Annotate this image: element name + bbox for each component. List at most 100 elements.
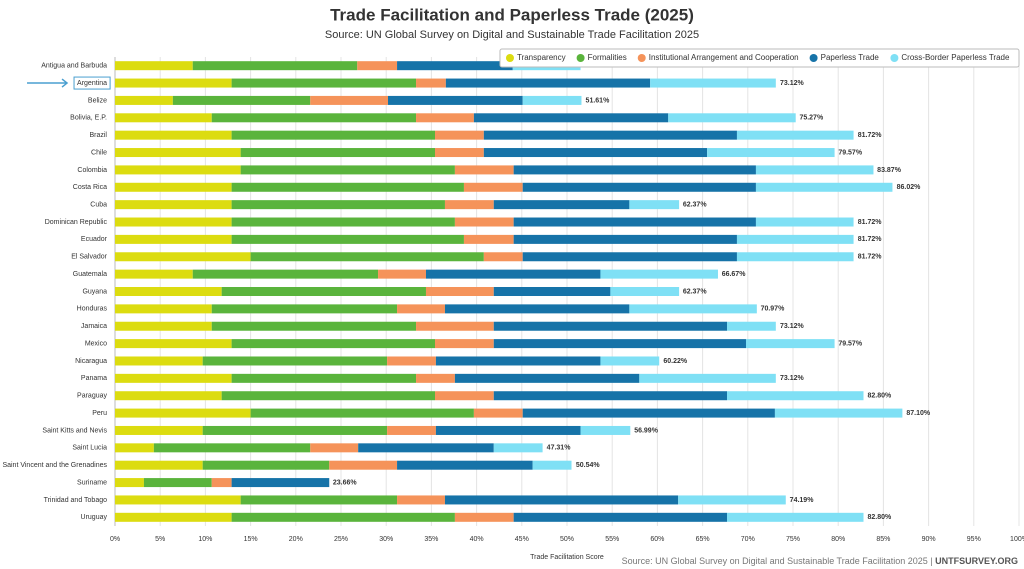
total-label: 79.57% bbox=[838, 340, 863, 347]
legend-swatch bbox=[505, 54, 514, 62]
x-tick-label: 25% bbox=[334, 536, 348, 543]
y-tick-label: Trinidad and Tobago bbox=[44, 497, 108, 504]
bar-segment bbox=[513, 234, 737, 244]
y-tick-label: Costa Rica bbox=[73, 184, 107, 191]
bar-segment bbox=[736, 252, 854, 262]
legend-label: Formalities bbox=[588, 53, 627, 62]
bar-segment bbox=[493, 391, 728, 401]
x-tick-label: 90% bbox=[922, 536, 936, 543]
x-tick-label: 75% bbox=[786, 536, 800, 543]
bar-segment bbox=[444, 304, 630, 314]
total-label: 81.72% bbox=[858, 219, 883, 226]
y-tick-label: Brazil bbox=[89, 132, 107, 139]
bar-segment bbox=[493, 339, 746, 349]
bar-segment bbox=[115, 269, 193, 279]
footer-separator: | bbox=[930, 556, 932, 566]
bar-segment bbox=[115, 512, 232, 522]
total-label: 79.57% bbox=[838, 149, 863, 156]
bar-segment bbox=[231, 130, 436, 140]
bar-segment bbox=[463, 234, 514, 244]
bar-segment bbox=[473, 408, 523, 418]
bar-segment bbox=[629, 304, 757, 314]
y-tick-label: Mexico bbox=[85, 340, 107, 347]
bar-segment bbox=[454, 512, 514, 522]
bar-segment bbox=[115, 148, 241, 158]
bar-segment bbox=[425, 287, 494, 296]
legend-swatch bbox=[890, 54, 899, 62]
x-tick-label: 55% bbox=[605, 536, 619, 543]
bar-segment bbox=[416, 373, 455, 383]
bar-segment bbox=[211, 304, 398, 314]
bar-segment bbox=[240, 148, 436, 158]
bar-segment bbox=[115, 252, 251, 262]
bar-segment bbox=[211, 321, 417, 331]
bar-segment bbox=[493, 287, 611, 296]
total-label: 73.12% bbox=[780, 80, 805, 87]
bar-segment bbox=[240, 495, 398, 505]
footer-site: UNTFSURVEY.ORG bbox=[935, 556, 1018, 566]
bar-segment bbox=[310, 95, 389, 105]
legend-item: Transparency bbox=[505, 53, 566, 62]
y-tick-label: Belize bbox=[88, 97, 107, 104]
x-axis-label: Trade Facilitation Score bbox=[530, 554, 604, 561]
bar-segment bbox=[115, 61, 193, 71]
bar-segment bbox=[202, 425, 388, 435]
y-tick-label: Cuba bbox=[90, 201, 107, 208]
bar-segment bbox=[445, 78, 651, 88]
bar-segment bbox=[639, 373, 776, 383]
bar-segment bbox=[397, 460, 533, 470]
x-tick-label: 95% bbox=[967, 536, 981, 543]
legend-swatch bbox=[576, 54, 585, 62]
x-tick-label: 65% bbox=[696, 536, 710, 543]
bar-segment bbox=[580, 425, 631, 435]
total-label: 62.37% bbox=[683, 201, 708, 208]
bar-segment bbox=[435, 391, 494, 401]
bar-segment bbox=[115, 200, 232, 210]
legend-item: Formalities bbox=[576, 53, 627, 62]
bar-segment bbox=[221, 391, 436, 401]
bar-segment bbox=[668, 113, 796, 123]
bar-segment bbox=[610, 287, 680, 296]
bar-segment bbox=[522, 408, 775, 418]
bar-segment bbox=[115, 460, 203, 470]
total-label: 50.54% bbox=[576, 462, 601, 469]
bar-segment bbox=[387, 425, 436, 435]
total-label: 73.12% bbox=[780, 323, 805, 330]
bar-segment bbox=[329, 460, 398, 470]
chart-subtitle: Source: UN Global Survey on Digital and … bbox=[325, 29, 699, 41]
bar-segment bbox=[755, 165, 874, 175]
bar-segment bbox=[435, 148, 484, 158]
bar-segment bbox=[115, 425, 203, 435]
bar-segment bbox=[115, 356, 203, 366]
bar-segment bbox=[231, 217, 455, 227]
y-tick-label: Ecuador bbox=[81, 236, 108, 243]
y-tick-label: Guyana bbox=[82, 288, 107, 295]
bar-segment bbox=[454, 373, 640, 383]
y-tick-label: Uruguay bbox=[81, 514, 108, 521]
bar-segment bbox=[310, 443, 359, 453]
bar-segment bbox=[425, 269, 601, 279]
x-tick-label: 50% bbox=[560, 536, 574, 543]
bar-segment bbox=[463, 182, 523, 192]
legend-label: Cross-Border Paperless Trade bbox=[901, 53, 1010, 62]
total-label: 86.02% bbox=[897, 184, 922, 191]
bar-segment bbox=[444, 495, 679, 505]
bar-segment bbox=[736, 130, 854, 140]
bar-segment bbox=[250, 408, 474, 418]
bar-segment bbox=[115, 130, 232, 140]
x-tick-label: 20% bbox=[289, 536, 303, 543]
y-tick-label: Argentina bbox=[77, 80, 107, 87]
bar-segment bbox=[231, 200, 445, 210]
bar-segment bbox=[522, 95, 582, 105]
bar-segment bbox=[211, 113, 417, 123]
bar-segment bbox=[532, 460, 572, 470]
total-label: 70.97% bbox=[761, 306, 786, 313]
legend-label: Transparency bbox=[517, 53, 566, 62]
bar-segment bbox=[115, 287, 222, 296]
total-label: 66.67% bbox=[722, 271, 747, 278]
bar-segment bbox=[678, 495, 786, 505]
x-tick-label: 0% bbox=[110, 536, 120, 543]
bar-segment bbox=[115, 495, 241, 505]
y-tick-label: Jamaica bbox=[81, 323, 107, 330]
bar-segment bbox=[416, 321, 494, 331]
